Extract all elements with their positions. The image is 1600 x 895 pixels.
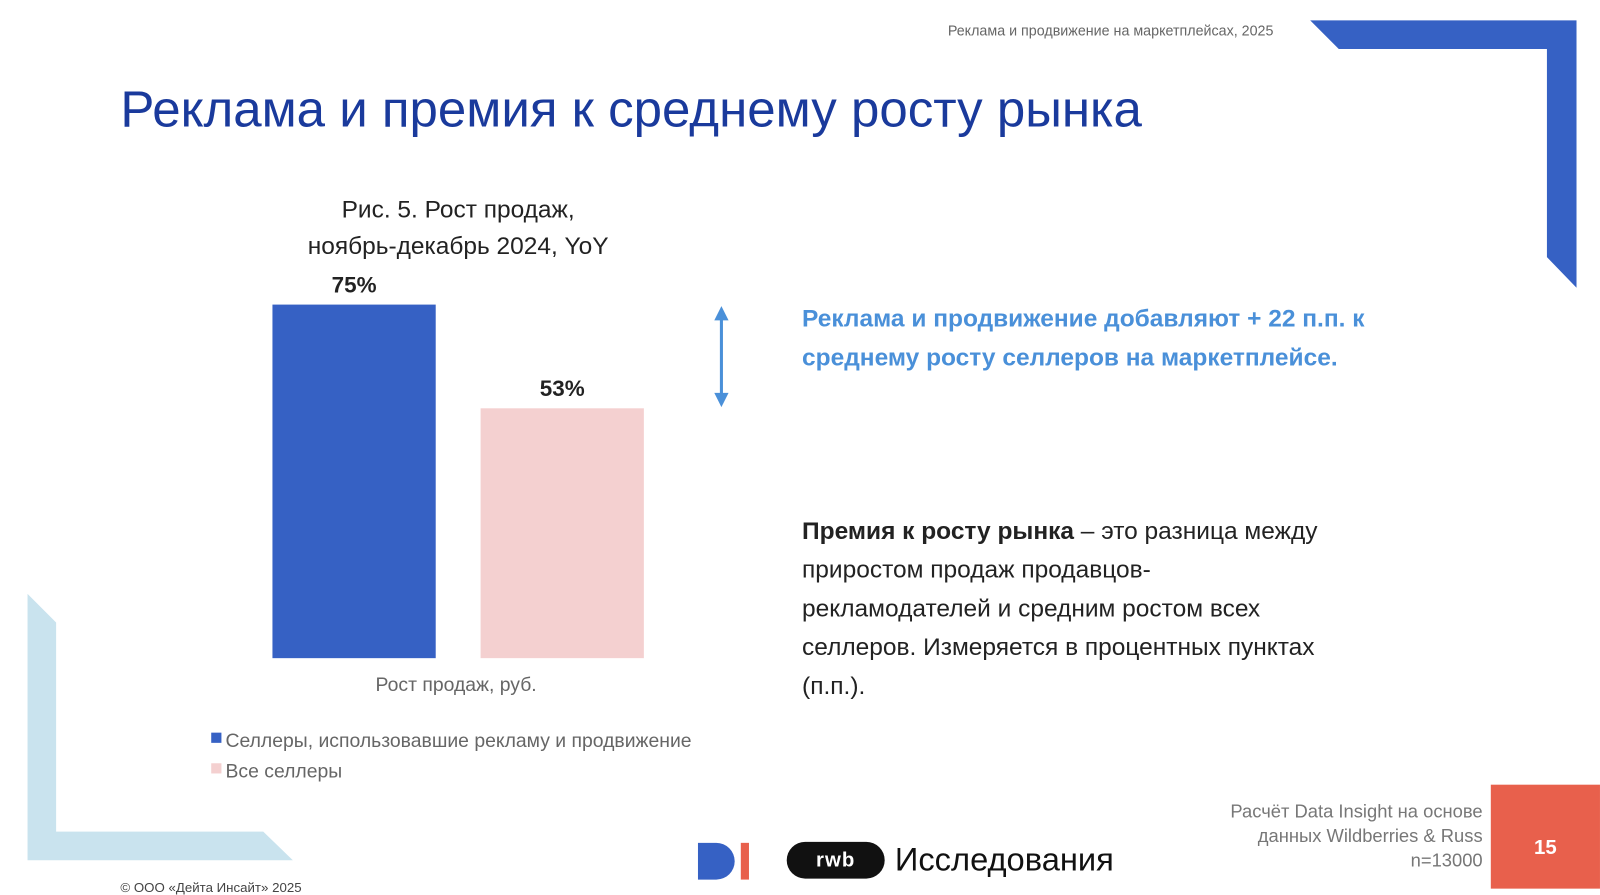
legend-swatch xyxy=(211,763,222,774)
arrow-head xyxy=(714,392,729,408)
rwb-logo xyxy=(786,841,885,879)
legend-label: Селлеры, использовавшие рекламу и продви… xyxy=(226,730,692,752)
definition: Премия к росту рынка – это разница между… xyxy=(802,512,1322,706)
definition-term: Премия к росту рынка xyxy=(802,517,1075,545)
arrow-head xyxy=(714,306,729,321)
legend-label: Все селлеры xyxy=(226,761,343,783)
chart-title: Рис. 5. Рост продаж, xyxy=(342,196,575,223)
rwb-text: rwb xyxy=(816,848,856,872)
di-logo xyxy=(740,842,749,880)
header: Реклама и продвижение на маркетплейсах, … xyxy=(947,22,1274,39)
x-tick-label: Рост продаж, руб. xyxy=(376,674,537,696)
definition-text: – это разница между приростом продаж про… xyxy=(802,517,1318,700)
source: Расчёт Data Insight на основе данных Wil… xyxy=(1230,799,1482,872)
chart-title: ноябрь-декабрь 2024, YoY xyxy=(308,233,609,260)
logo-label: Исследования xyxy=(894,840,1114,878)
bar xyxy=(480,408,644,659)
di-logo xyxy=(697,842,735,880)
legend-swatch xyxy=(211,732,222,743)
copyright: © ООО «Дейта Инсайт» 2025 xyxy=(120,879,302,895)
page-box xyxy=(1490,784,1600,889)
corner-decor xyxy=(27,593,293,861)
source-line: Расчёт Data Insight на основе xyxy=(1230,801,1483,822)
corner-decor xyxy=(1310,20,1577,288)
value-label: 53% xyxy=(540,376,585,401)
value-label: 75% xyxy=(332,272,377,297)
bar xyxy=(272,304,436,659)
source-line: n=13000 xyxy=(1410,849,1483,871)
heading: Реклама и премия к среднему росту рынка xyxy=(120,80,1142,138)
page-number: 15 xyxy=(1534,836,1557,860)
callout: Реклама и продвижение добавляют + 22 п.п… xyxy=(802,305,1365,372)
source-line: данных Wildberries & Russ xyxy=(1257,825,1483,846)
